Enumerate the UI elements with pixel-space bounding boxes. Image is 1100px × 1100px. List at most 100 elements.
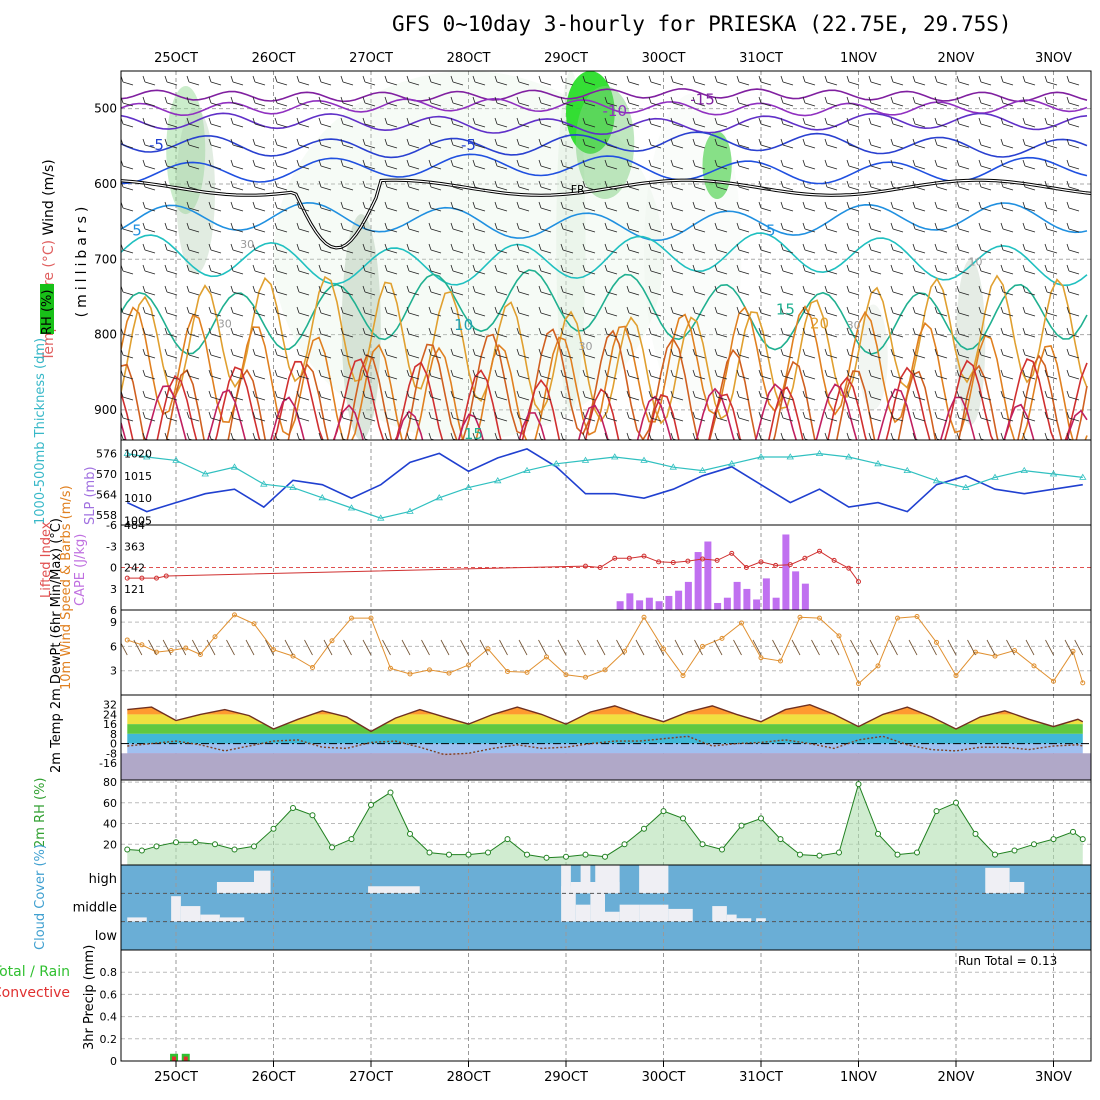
wind-barb — [1068, 186, 1080, 191]
wind-barb — [254, 165, 266, 170]
cape-bar — [665, 595, 673, 610]
thickness-marker — [991, 473, 999, 480]
wind-barb — [540, 144, 552, 149]
wind-speed-marker — [700, 643, 705, 649]
wind-barb — [474, 333, 486, 338]
wind-barb-flag — [956, 180, 960, 188]
wind-barb-flag — [538, 138, 542, 146]
wind-barb-flag — [164, 411, 168, 419]
wind-barb-flag — [648, 390, 652, 398]
wind-barb-flag — [670, 264, 674, 272]
wind-barb-flag — [1000, 306, 1004, 314]
rh-contour-label: 30 — [218, 317, 232, 330]
wind-barb-flag — [252, 348, 256, 356]
wind-barb-flag — [318, 222, 322, 230]
wind-barb-flag — [824, 201, 828, 209]
wind-barb-flag — [890, 117, 894, 125]
rh-marker — [602, 853, 608, 860]
surface-wind-barb — [1045, 639, 1054, 656]
wind-barb-flag — [934, 222, 938, 230]
wind-barb-flag — [362, 411, 366, 419]
wind-speed-marker — [197, 652, 203, 658]
surface-wind-barb — [635, 639, 645, 656]
isotherm-label: -15 — [690, 91, 715, 109]
wind-barb-flag — [274, 390, 278, 398]
wind-barb-flag — [494, 432, 498, 440]
wind-barb — [694, 81, 706, 86]
wind-barb-flag — [978, 306, 982, 314]
wind-barb-flag — [604, 75, 608, 83]
wind-speed-marker — [407, 671, 413, 677]
rh-marker — [816, 852, 823, 859]
surface-wind-barb — [133, 639, 143, 656]
freezing-level-label: FR — [571, 183, 585, 196]
wind-barb — [364, 207, 376, 212]
wind-barb-flag — [274, 180, 278, 188]
wind-barb-flag — [428, 75, 432, 83]
wind-barb — [584, 291, 596, 296]
surface-wind-barb — [674, 639, 684, 656]
slp-tick-label: 1010 — [124, 492, 152, 505]
wind-barb-flag — [714, 222, 718, 230]
cape-bar — [645, 597, 653, 610]
wind-barb-flag — [1044, 222, 1048, 230]
wind-barb-flag — [340, 264, 344, 272]
surface-wind-barb — [928, 639, 937, 656]
wind-barb — [1046, 396, 1058, 401]
wind-barb-flag — [758, 327, 762, 335]
wind-barb-flag — [142, 390, 146, 398]
wind-barb-flag — [714, 432, 718, 440]
lifted-index-marker — [124, 575, 130, 581]
wind-barb-flag — [142, 432, 146, 440]
surface-wind-barb — [811, 639, 820, 656]
wind-barb-flag — [428, 390, 432, 398]
wind-barb — [188, 186, 200, 191]
wind-barb-flag — [318, 306, 322, 314]
thickness-tick-label: 576 — [96, 448, 117, 461]
wind-barb — [1024, 312, 1036, 317]
wind-barb-flag — [494, 411, 498, 419]
wind-barb — [958, 417, 970, 422]
wind-barb — [738, 102, 750, 107]
wind-barb-flag — [802, 327, 806, 335]
thickness-marker — [552, 460, 560, 467]
wind-barb — [628, 312, 640, 317]
wind-barb-flag — [714, 159, 718, 167]
wind-barb-flag — [868, 264, 872, 272]
wind-barb — [672, 186, 684, 191]
wind-speed-marker — [466, 662, 471, 668]
wind-barb-flag — [692, 138, 696, 146]
wind-barb — [584, 102, 596, 107]
precip-plot — [121, 950, 1091, 1061]
wind-barb-flag — [714, 327, 718, 335]
cape-bar — [636, 600, 644, 610]
wind-barb — [1024, 186, 1036, 191]
wind-barb — [1024, 375, 1036, 380]
wind-barb — [914, 144, 926, 149]
surface-wind-barb — [1006, 639, 1015, 656]
wind-barb-flag — [604, 201, 608, 209]
wind-barb — [892, 165, 904, 170]
wind-barb-flag — [846, 159, 850, 167]
wind-barb — [320, 207, 332, 212]
wind-barb-flag — [208, 180, 212, 188]
wind-barb — [540, 333, 552, 338]
rh-marker — [797, 851, 803, 858]
wind-barb — [342, 375, 354, 380]
wind-barb-flag — [296, 306, 300, 314]
wind-barb-flag — [472, 264, 476, 272]
wind-barb-flag — [1044, 75, 1048, 83]
top-x-tick-label: 3NOV — [1035, 51, 1072, 66]
wind-barb-flag — [384, 327, 388, 335]
cloud-segment — [726, 914, 737, 922]
wind-barb-flag — [296, 264, 300, 272]
wind-barb-flag — [802, 264, 806, 272]
thickness-marker — [1020, 466, 1028, 473]
wind-barb-flag — [846, 264, 850, 272]
wind-barb-flag — [384, 348, 388, 356]
wind-speed-marker — [505, 669, 510, 675]
wind-barb — [1002, 417, 1014, 422]
cape-ylabel: CAPE (J/kg) — [73, 534, 88, 606]
wind-barb-flag — [428, 96, 432, 104]
wind-barb-flag — [670, 369, 674, 377]
